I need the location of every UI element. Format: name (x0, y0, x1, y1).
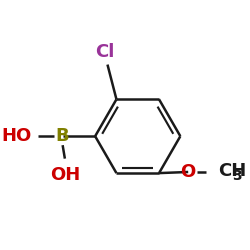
Text: B: B (56, 127, 70, 145)
Text: O: O (180, 163, 196, 181)
Text: Cl: Cl (96, 43, 115, 61)
Text: HO: HO (1, 127, 31, 145)
Text: OH: OH (50, 166, 80, 184)
Text: 3: 3 (232, 169, 242, 183)
Text: CH: CH (218, 162, 247, 180)
